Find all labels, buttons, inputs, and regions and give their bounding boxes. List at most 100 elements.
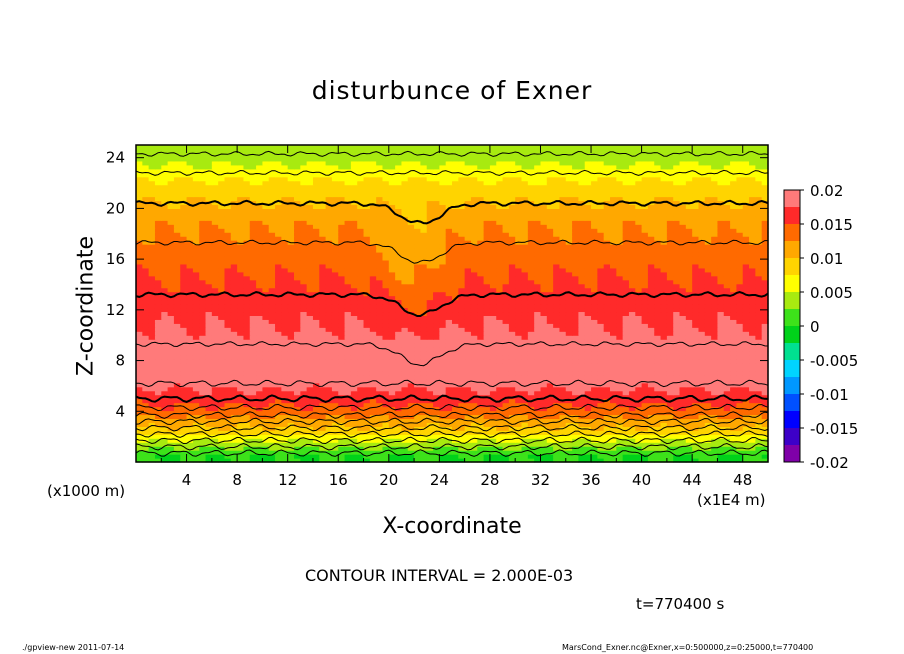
heatmap-cell [414,446,421,451]
heatmap-cell [401,442,409,447]
heatmap-cell [654,315,662,320]
heatmap-cell [180,343,188,348]
heatmap-cell [350,315,358,320]
heatmap-cell [268,291,276,297]
heatmap-cell [388,374,396,380]
heatmap-cell [666,347,674,352]
heatmap-cell [186,323,194,328]
heatmap-cell [489,303,497,309]
heatmap-cell [407,390,415,396]
heatmap-cell [692,370,700,376]
heatmap-cell [540,283,548,289]
heatmap-cell [723,319,731,324]
heatmap-cell [603,343,611,348]
heatmap-cell [534,406,542,412]
heatmap-cell [161,450,169,455]
heatmap-cell [249,374,257,380]
heatmap-cell [654,295,662,301]
heatmap-cell [742,355,750,360]
heatmap-cell [628,406,636,412]
heatmap-cell [496,370,504,376]
heatmap-cell [369,426,377,431]
heatmap-cell [679,386,687,392]
heatmap-cell [540,307,548,313]
heatmap-cell [470,331,478,336]
heatmap-cell [136,331,143,336]
heatmap-cell [628,370,636,376]
heatmap-cell [142,347,150,352]
heatmap-cell [616,418,624,423]
heatmap-cell [622,406,630,412]
heatmap-cell [603,351,611,356]
heatmap-cell [243,335,251,340]
heatmap-cell [369,374,377,380]
heatmap-cell [761,355,769,360]
heatmap-cell [755,438,763,443]
heatmap-cell [673,394,681,400]
heatmap-cell [641,426,649,431]
heatmap-cell [755,303,763,309]
heatmap-cell [584,279,592,285]
heatmap-cell [186,382,194,388]
heatmap-cell [167,319,175,324]
heatmap-cell [565,275,573,281]
heatmap-cell [382,303,390,309]
heatmap-cell [275,358,282,364]
heatmap-cell [616,406,624,412]
heatmap-cell [647,454,655,459]
heatmap-cell [641,422,649,427]
heatmap-cell [192,271,200,277]
heatmap-cell [350,366,358,372]
heatmap-cell [395,362,403,368]
heatmap-cell [578,275,586,281]
heatmap-cell [591,434,598,439]
heatmap-cell [243,362,251,368]
heatmap-cell [414,331,421,336]
heatmap-cell [717,386,725,392]
heatmap-cell [363,335,371,340]
heatmap-cell [445,374,453,380]
heatmap-cell [685,343,693,348]
heatmap-cell [433,351,440,356]
heatmap-cell [420,271,428,277]
heatmap-cell [173,355,181,360]
heatmap-cell [205,267,213,273]
heatmap-cell [325,343,333,348]
heatmap-cell [597,450,605,455]
heatmap-cell [723,422,731,427]
heatmap-cell [148,343,156,348]
heatmap-cell [211,386,219,392]
heatmap-cell [243,295,251,301]
heatmap-cell [534,347,542,352]
heatmap-cell [540,446,548,451]
heatmap-cell [180,355,188,360]
heatmap-cell [711,335,719,340]
heatmap-cell [692,331,700,336]
heatmap-cell [704,422,712,427]
heatmap-cell [698,295,706,301]
heatmap-cell [173,295,181,301]
heatmap-cell [647,382,655,388]
heatmap-cell [730,319,737,324]
heatmap-cell [470,382,478,388]
heatmap-cell [508,430,516,435]
heatmap-cell [344,323,352,328]
heatmap-cell [553,374,561,380]
heatmap-cell [584,410,592,416]
heatmap-cell [622,263,630,269]
heatmap-cell [610,311,617,316]
heatmap-cell [275,446,282,451]
heatmap-cell [603,303,611,309]
heatmap-cell [331,335,339,340]
heatmap-cell [736,430,744,435]
heatmap-cell [755,295,763,301]
heatmap-cell [730,422,737,427]
heatmap-cell [426,347,434,352]
heatmap-cell [325,311,333,316]
heatmap-cell [591,446,598,451]
heatmap-cell [553,414,561,420]
heatmap-cell [685,454,693,459]
heatmap-cell [426,446,434,451]
heatmap-cell [395,454,403,459]
heatmap-cell [641,275,649,281]
